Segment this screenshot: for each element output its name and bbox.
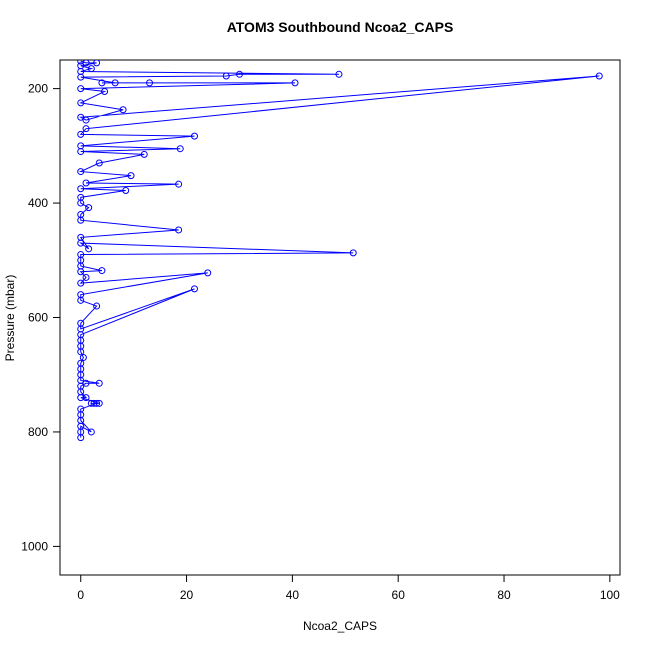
- data-point: [119, 106, 127, 114]
- data-point: [595, 72, 603, 80]
- data-point: [98, 79, 106, 87]
- x-tick-label: 0: [77, 588, 84, 602]
- data-point: [101, 87, 109, 95]
- data-point: [82, 394, 90, 402]
- data-point: [85, 204, 93, 212]
- data-point: [82, 116, 90, 124]
- data-point: [190, 132, 198, 140]
- data-point: [77, 279, 85, 287]
- data-point: [95, 159, 103, 167]
- x-tick-label: 60: [392, 588, 406, 602]
- y-tick-label: 200: [28, 82, 48, 96]
- data-point: [77, 193, 85, 201]
- data-point: [87, 428, 95, 436]
- data-point: [77, 168, 85, 176]
- data-line: [78, 60, 600, 438]
- data-point: [77, 85, 85, 93]
- data-point: [90, 399, 98, 407]
- data-point: [77, 99, 85, 107]
- data-point: [204, 269, 212, 277]
- y-tick-label: 600: [28, 311, 48, 325]
- data-point: [98, 267, 106, 275]
- data-point: [82, 179, 90, 187]
- data-point: [77, 359, 85, 367]
- data-point: [127, 172, 135, 180]
- data-point: [77, 211, 85, 218]
- x-tick-label: 80: [497, 588, 511, 602]
- x-axis-label: Ncoa2_CAPS: [303, 619, 377, 633]
- y-tick-label: 800: [28, 425, 48, 439]
- data-point: [146, 79, 154, 87]
- data-point: [77, 113, 85, 121]
- data-point: [87, 399, 95, 407]
- data-point: [77, 405, 85, 413]
- data-point: [95, 399, 103, 407]
- data-point: [79, 354, 87, 362]
- y-axis-label: Pressure (mbar): [3, 275, 17, 362]
- data-point: [77, 291, 85, 299]
- data-point: [93, 60, 101, 67]
- data-point: [77, 319, 85, 327]
- data-point: [122, 186, 130, 194]
- data-point: [335, 70, 343, 78]
- data-point: [82, 273, 90, 281]
- data-point: [77, 233, 85, 241]
- x-tick-label: 100: [600, 588, 620, 602]
- data-point: [77, 185, 85, 193]
- data-point: [140, 150, 148, 158]
- y-tick-label: 400: [28, 196, 48, 210]
- data-point: [111, 79, 119, 87]
- data-point: [349, 249, 357, 257]
- data-point: [77, 60, 85, 65]
- data-point: [77, 62, 85, 70]
- data-point: [175, 180, 183, 188]
- data-point: [93, 399, 101, 407]
- x-tick-label: 20: [180, 588, 194, 602]
- plot-area: [77, 60, 603, 442]
- data-point: [77, 251, 85, 259]
- x-tick-label: 40: [286, 588, 300, 602]
- data-point: [82, 125, 90, 133]
- data-point: [235, 70, 243, 78]
- data-point: [222, 72, 230, 80]
- data-point: [82, 379, 90, 387]
- data-point: [95, 379, 103, 387]
- data-point: [175, 226, 183, 234]
- data-point: [190, 285, 198, 293]
- data-point: [87, 65, 95, 73]
- data-point: [85, 245, 93, 253]
- data-point: [291, 79, 299, 87]
- data-point: [176, 145, 184, 153]
- data-point: [77, 142, 85, 150]
- data-point: [77, 130, 85, 138]
- y-tick-label: 1000: [21, 539, 48, 553]
- data-point: [93, 302, 101, 310]
- chart-title: ATOM3 Southbound Ncoa2_CAPS: [227, 19, 454, 35]
- plot-frame: [59, 59, 621, 576]
